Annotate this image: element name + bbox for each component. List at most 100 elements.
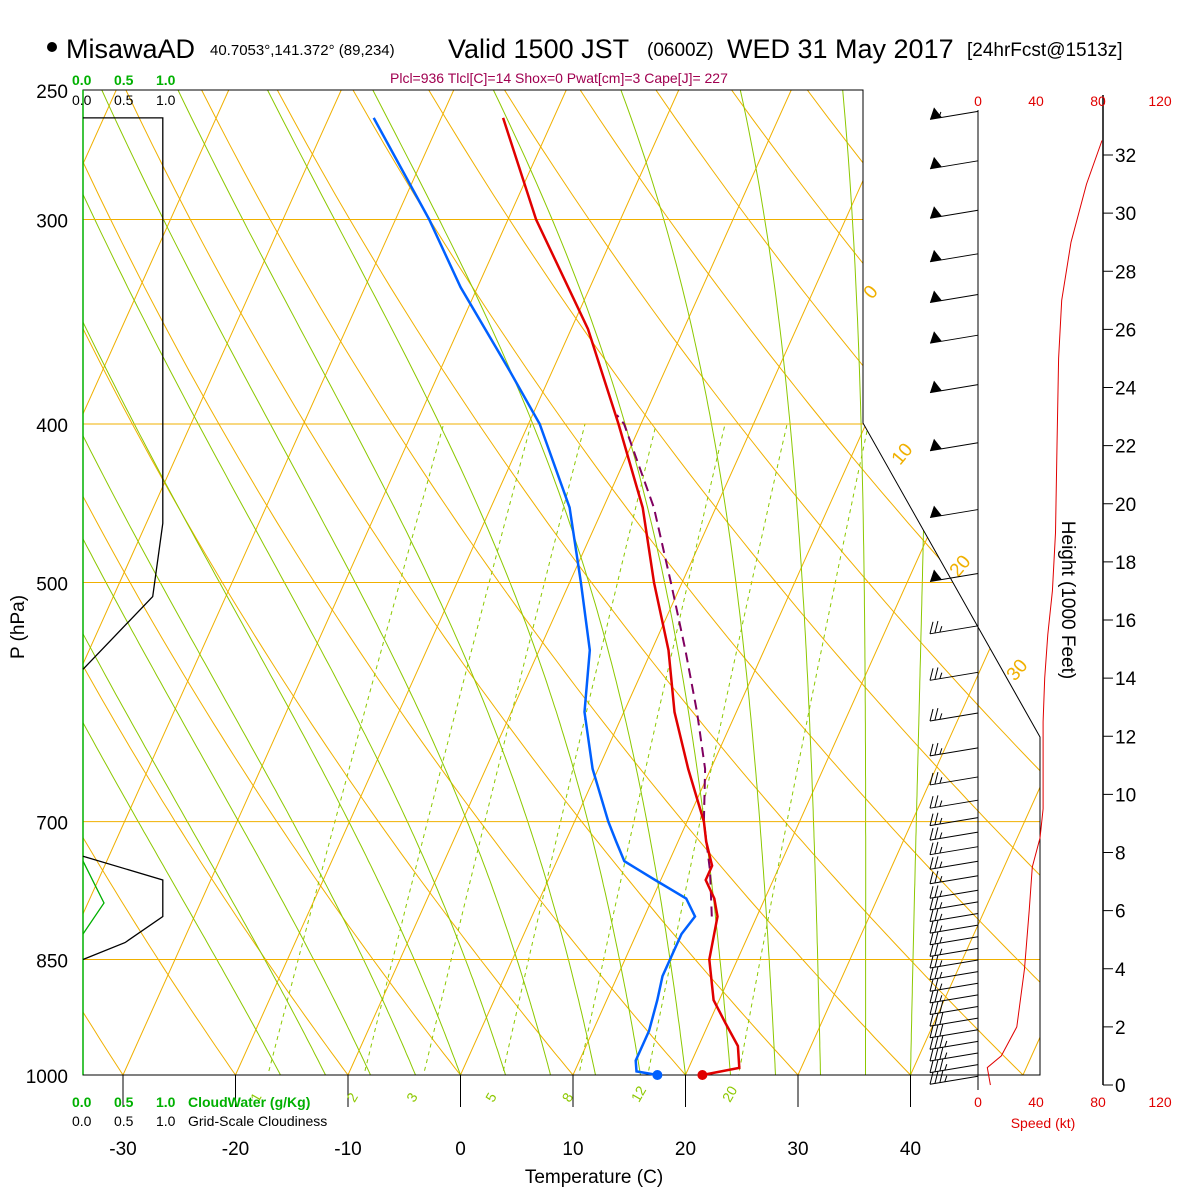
cloud-scale-bottom-0: 0.0 xyxy=(72,1113,92,1129)
wind-barb-full xyxy=(934,1024,939,1038)
wind-barb-staff xyxy=(929,509,979,519)
wind-barb-flag xyxy=(930,249,942,262)
cloudwater-line xyxy=(82,860,105,935)
wind-barb-full xyxy=(934,966,939,979)
wind-barb-staff xyxy=(929,994,979,1004)
wind-barb-staff xyxy=(929,1040,979,1050)
surface-dewpoint-marker xyxy=(652,1070,663,1080)
cloudiness-line xyxy=(82,117,164,670)
pressure-tick-label: 500 xyxy=(36,575,68,596)
wind-barb-full xyxy=(929,708,934,722)
mixing-ratio-label: 2 xyxy=(343,1090,361,1105)
parcel-line xyxy=(616,414,713,917)
dry-adiabat-line xyxy=(83,90,717,1075)
moist-adiabat-line xyxy=(83,90,506,1075)
dry-adiabat-line xyxy=(83,90,603,1075)
height-tick-label: 14 xyxy=(1115,669,1137,690)
height-tick-label: 6 xyxy=(1115,902,1126,923)
wind-barb-staff xyxy=(929,209,979,219)
wind-barb-half xyxy=(939,817,943,825)
forecast-label: [24hrFcst@1513z] xyxy=(967,40,1123,61)
wind-barb xyxy=(929,380,979,394)
cw-scale-top-0: 0.0 xyxy=(72,72,92,88)
moist-adiabat-line xyxy=(252,90,641,1075)
wind-barb-full xyxy=(934,1048,939,1061)
wind-barb-full xyxy=(929,772,934,786)
dry-adiabat-line xyxy=(411,90,1040,1075)
wind-barb xyxy=(929,920,979,934)
wind-barb-full xyxy=(934,1059,939,1072)
temperature-tick-label: -30 xyxy=(109,1139,136,1160)
height-tick-label: 2 xyxy=(1115,1018,1126,1039)
temperature-tick-label: -10 xyxy=(334,1139,361,1160)
moist-adiabat-line xyxy=(83,90,461,1075)
mixing-ratio-label: 12 xyxy=(628,1083,650,1105)
wind-barb xyxy=(929,1035,979,1050)
wind-barb-full xyxy=(929,828,934,841)
mixing-ratio-line xyxy=(414,423,586,1075)
height-tick-label: 24 xyxy=(1115,379,1137,400)
wind-barb-full xyxy=(934,742,939,756)
wind-barb xyxy=(929,908,979,923)
dry-adiabat-line xyxy=(261,90,1040,1075)
wind-barb-full xyxy=(929,743,934,756)
wind-barb xyxy=(929,742,979,757)
wind-barb-full xyxy=(929,796,934,809)
wind-barb-full xyxy=(934,978,939,991)
wind-barb-full xyxy=(939,1012,944,1025)
wind-barb-full xyxy=(929,1048,934,1062)
wind-barb-full xyxy=(934,1071,939,1084)
wind-barb-half xyxy=(939,672,943,679)
height-tick-label: 26 xyxy=(1115,320,1136,341)
wind-barb xyxy=(929,795,979,809)
wind-barb-half xyxy=(939,995,943,1002)
wind-barb xyxy=(929,966,979,981)
wind-barb-full xyxy=(934,1001,939,1014)
wind-barb-full xyxy=(929,886,934,899)
wind-barb-full xyxy=(929,967,934,980)
wind-barb-full xyxy=(934,827,939,840)
plot-clip-group xyxy=(83,90,1040,1075)
wind-barb-half xyxy=(944,1040,948,1048)
isotherm-line xyxy=(1022,90,1040,1075)
wind-barb xyxy=(929,870,979,885)
wind-barb-full xyxy=(929,1014,934,1027)
mixing-ratio-line xyxy=(731,423,869,1075)
wind-barb xyxy=(929,620,979,635)
wind-barb-staff xyxy=(929,1064,979,1074)
wind-barb-staff xyxy=(929,959,979,969)
wind-barb xyxy=(929,708,979,722)
wind-barb-full xyxy=(929,909,934,922)
wind-barb-half xyxy=(944,1075,948,1082)
wind-barb-full xyxy=(929,990,934,1004)
wind-barb-staff xyxy=(929,160,979,170)
wind-barb xyxy=(929,1012,979,1027)
wind-barb-full xyxy=(929,932,934,945)
wind-barb-half xyxy=(939,875,943,883)
pressure-tick-label: 400 xyxy=(36,416,68,437)
moist-adiabat-line xyxy=(609,90,776,1075)
wind-barb-full xyxy=(929,813,934,826)
wind-speed-line xyxy=(986,140,1103,1086)
pressure-tick-label: 1000 xyxy=(26,1067,68,1088)
height-tick-label: 18 xyxy=(1115,553,1136,574)
cloudwater-label: CloudWater (g/Kg) xyxy=(188,1094,310,1110)
wind-barb-half xyxy=(939,925,943,932)
wind-barb-staff xyxy=(929,889,979,899)
zulu-time: (0600Z) xyxy=(647,40,714,61)
wind-barb-staff xyxy=(929,1075,979,1085)
moist-adiabat-line xyxy=(839,90,867,1075)
wind-barb-full xyxy=(934,620,939,634)
wind-barb xyxy=(929,812,979,827)
wind-barb-full xyxy=(939,1035,944,1048)
wind-barb-full xyxy=(929,621,934,634)
speed-tick-label-top: 80 xyxy=(1090,93,1106,109)
wind-barb-full xyxy=(934,841,939,854)
wind-barb-full xyxy=(934,931,939,945)
moist-adiabat-line xyxy=(478,90,731,1075)
cw-scale-bottom-1: 0.5 xyxy=(114,1094,134,1110)
wind-barb xyxy=(929,505,979,519)
station-dot-icon xyxy=(47,42,57,52)
wind-barb-half xyxy=(939,713,943,720)
height-tick-label: 4 xyxy=(1115,960,1126,981)
